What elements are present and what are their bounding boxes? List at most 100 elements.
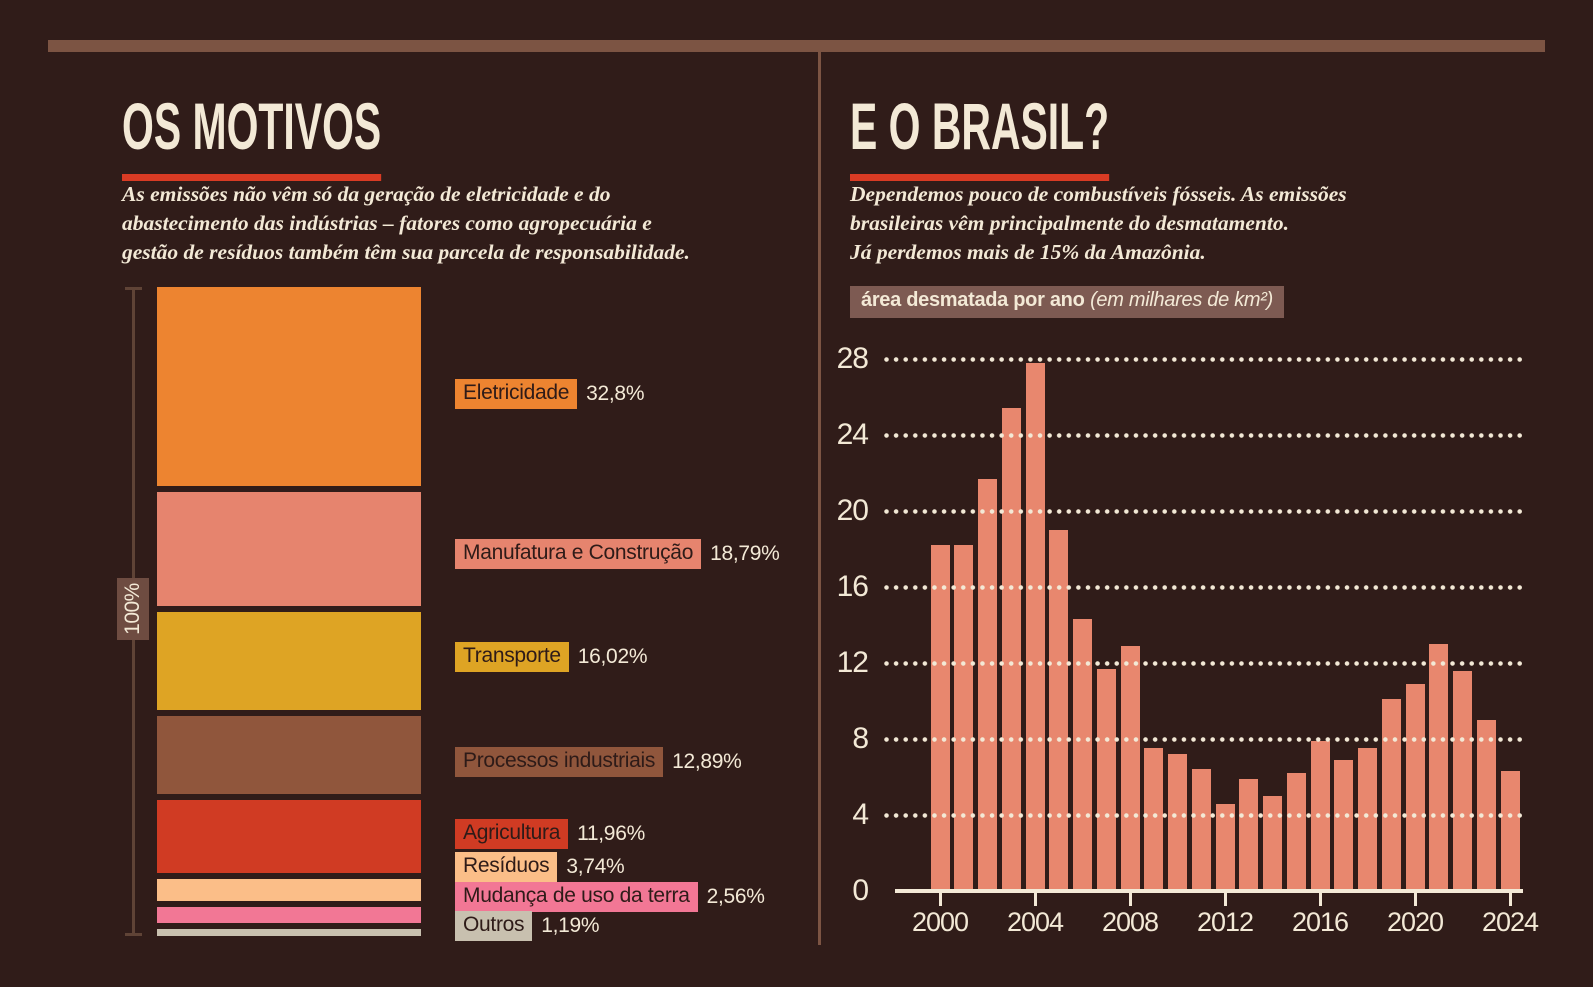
stack-segment-7 [157, 928, 421, 937]
gridline-24 [884, 433, 1523, 438]
legend-value: 18,79% [710, 542, 780, 565]
left-panel-header: OS MOTIVOS [122, 88, 540, 181]
x-tick-2004 [1033, 891, 1037, 906]
gridline-20 [884, 509, 1523, 514]
stack-segment-3 [157, 715, 421, 794]
x-axis-baseline [895, 889, 1523, 893]
bar-2001 [954, 545, 974, 891]
stack-segment-1 [157, 492, 421, 607]
bar-2024 [1500, 771, 1520, 891]
legend-chip: Resíduos [455, 852, 558, 882]
legend-value: 12,89% [672, 750, 742, 773]
legend-value: 3,74% [566, 855, 625, 878]
stack-axis-label-box: 100% [117, 578, 149, 640]
stack-axis-cap-bottom [125, 933, 142, 936]
gridline-28 [884, 357, 1523, 362]
y-tick-label-20: 20 [836, 494, 869, 527]
x-tick-label-2008: 2008 [1101, 907, 1159, 937]
legend-chip: Agricultura [455, 819, 569, 849]
bar-2023 [1476, 720, 1496, 891]
bar-2014 [1263, 796, 1282, 891]
legend-row-5: Resíduos 3,74% [455, 852, 625, 882]
bar-2017 [1334, 760, 1354, 891]
legend-chip: Eletricidade [455, 379, 578, 409]
bar-2008 [1120, 646, 1140, 891]
legend-row-0: Eletricidade 32,8% [455, 379, 645, 409]
legend-row-3: Processos industriais 12,89% [455, 747, 742, 777]
gridline-12 [884, 661, 1523, 666]
legend-chip: Manufatura e Construção [455, 539, 702, 569]
right-intro-line: Dependemos pouco de combustíveis fósseis… [850, 182, 1347, 206]
stack-segment-2 [157, 612, 421, 710]
x-tick-2000 [938, 891, 942, 906]
gridline-8 [884, 737, 1523, 742]
legend-row-4: Agricultura 11,96% [455, 819, 645, 849]
x-tick-2016 [1318, 891, 1322, 906]
bar-2022 [1453, 671, 1472, 891]
gridline-4 [884, 813, 1523, 818]
left-intro: As emissões não vêm só da geração de ele… [122, 180, 690, 267]
legend-value: 2,56% [706, 885, 765, 908]
legend-chip: Processos industriais [455, 747, 664, 777]
chart-label-bold: área desmatada por ano [861, 289, 1085, 311]
bar-2021 [1429, 644, 1449, 891]
legend-row-7: Outros 1,19% [455, 911, 600, 941]
y-tick-label-28: 28 [836, 342, 869, 375]
y-tick-label-4: 4 [852, 798, 869, 831]
y-tick-label-8: 8 [852, 722, 869, 755]
bar-2019 [1381, 699, 1401, 891]
right-title: E O BRASIL? [850, 88, 1110, 181]
left-title: OS MOTIVOS [122, 88, 382, 181]
legend-value: 32,8% [586, 382, 645, 405]
top-rule-band [48, 40, 1545, 52]
bar-2015 [1286, 773, 1306, 891]
stack-segment-0 [157, 287, 421, 487]
legend-chip: Mudança de uso da terra [455, 882, 698, 912]
legend-chip: Transporte [455, 642, 569, 672]
left-intro-line: abastecimento das indústrias – fatores c… [122, 211, 652, 235]
bar-2013 [1239, 779, 1259, 891]
chart-label-italic: (em milhares de km²) [1090, 289, 1273, 311]
x-tick-label-2012: 2012 [1196, 907, 1254, 937]
right-intro: Dependemos pouco de combustíveis fósseis… [850, 180, 1347, 267]
right-panel-header: E O BRASIL? [850, 88, 1268, 181]
bar-2018 [1358, 748, 1377, 891]
legend-row-1: Manufatura e Construção 18,79% [455, 539, 780, 569]
x-tick-label-2024: 2024 [1481, 907, 1539, 937]
bar-2000 [930, 545, 950, 891]
legend-value: 16,02% [577, 645, 648, 668]
bar-2007 [1096, 669, 1116, 891]
panel-divider [818, 52, 821, 945]
stack-segment-4 [157, 799, 421, 873]
bar-2010 [1168, 754, 1187, 891]
y-tick-label-0: 0 [852, 874, 869, 907]
left-intro-line: As emissões não vêm só da geração de ele… [122, 182, 611, 206]
legend-value: 11,96% [577, 822, 645, 845]
y-tick-label-16: 16 [836, 570, 869, 603]
legend-chip: Outros [455, 911, 533, 941]
x-tick-label-2000: 2000 [911, 907, 969, 937]
x-tick-2012 [1223, 891, 1227, 906]
stack-segment-6 [157, 907, 421, 923]
bar-2020 [1405, 684, 1425, 891]
legend-value: 1,19% [541, 914, 600, 937]
y-tick-label-24: 24 [836, 418, 869, 451]
bar-2012 [1215, 804, 1235, 891]
x-tick-2008 [1128, 891, 1132, 906]
x-tick-label-2004: 2004 [1006, 907, 1064, 937]
x-tick-2020 [1413, 891, 1417, 906]
bar-2003 [1001, 408, 1021, 891]
bar-2004 [1025, 363, 1045, 891]
right-intro-line: Já perdemos mais de 15% da Amazônia. [850, 240, 1206, 264]
legend-row-6: Mudança de uso da terra 2,56% [455, 882, 765, 912]
stack-axis-cap-top [125, 287, 142, 290]
bar-2006 [1073, 619, 1092, 891]
emissions-stacked-bar [157, 287, 421, 937]
legend-row-2: Transporte 16,02% [455, 642, 648, 672]
y-tick-label-12: 12 [836, 646, 869, 679]
x-tick-label-2020: 2020 [1386, 907, 1444, 937]
x-tick-label-2016: 2016 [1291, 907, 1349, 937]
bar-2009 [1144, 748, 1164, 891]
